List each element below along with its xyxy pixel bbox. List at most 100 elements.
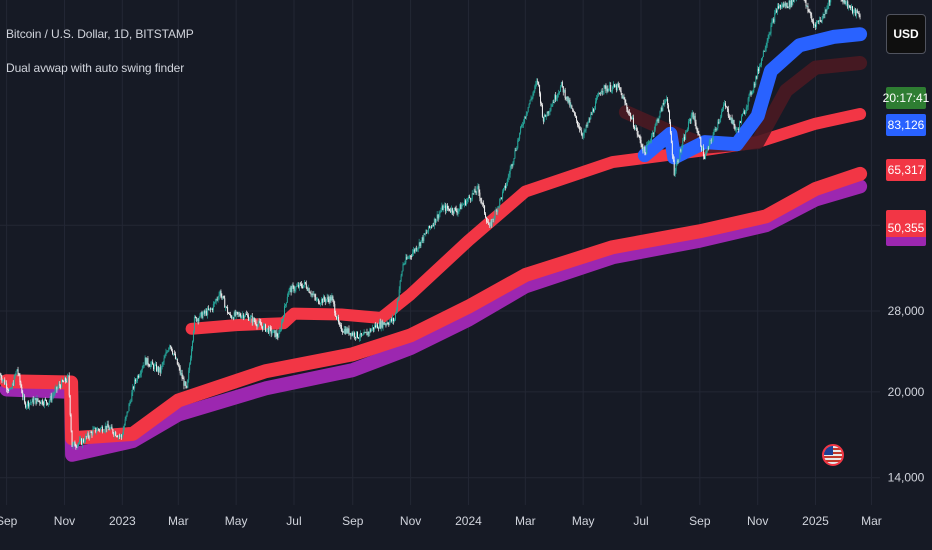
candle-body xyxy=(502,191,504,199)
candle-body xyxy=(340,325,342,331)
candle-body xyxy=(805,0,807,7)
candle-body xyxy=(153,364,155,370)
candle-body xyxy=(162,362,164,365)
candle-body xyxy=(435,219,437,223)
candle-body xyxy=(361,335,363,336)
candle-body xyxy=(196,318,198,322)
candle-body xyxy=(852,6,853,13)
candle-body xyxy=(294,289,296,291)
candle-body xyxy=(199,313,201,318)
candle-body xyxy=(390,318,392,322)
candle-body xyxy=(274,330,276,337)
candle-body xyxy=(592,109,594,115)
candle-body xyxy=(231,317,233,319)
candle-body xyxy=(376,324,378,329)
candle-body xyxy=(131,392,133,402)
candle-body xyxy=(602,91,604,93)
candle-body xyxy=(379,322,381,328)
candle-body xyxy=(82,439,83,445)
candle-body xyxy=(487,222,489,225)
candle-body xyxy=(454,208,456,209)
x-tick-label: 2023 xyxy=(109,514,136,528)
candle-body xyxy=(269,327,271,329)
candle-body xyxy=(536,80,538,84)
candle-body xyxy=(293,286,295,291)
candle-body xyxy=(761,57,763,59)
red-avwap-price-tag: 65,317 xyxy=(886,159,926,181)
candle-body xyxy=(312,293,314,295)
candle-body xyxy=(155,364,157,371)
candle-body xyxy=(96,430,98,432)
candle-body xyxy=(559,86,561,92)
candle-body xyxy=(480,198,482,201)
candle-body xyxy=(32,398,34,404)
candle-body xyxy=(45,399,47,403)
candle-body xyxy=(815,21,817,27)
candle-body xyxy=(433,218,435,226)
candle-body xyxy=(816,20,818,22)
candle-body xyxy=(498,206,500,207)
candle-body xyxy=(333,299,335,305)
candle-body xyxy=(714,128,716,130)
candle-body xyxy=(223,296,225,299)
candle-body xyxy=(330,296,332,301)
candle-body xyxy=(113,433,115,436)
candle-body xyxy=(625,102,627,105)
candle-body xyxy=(600,91,602,94)
indicator-legend[interactable]: Dual avwap with auto swing finder xyxy=(6,61,185,75)
candle-body xyxy=(257,323,259,327)
candle-body xyxy=(413,249,415,252)
candle-body xyxy=(855,10,857,16)
candle-body xyxy=(675,164,677,172)
candle-body xyxy=(849,5,851,8)
candle-body xyxy=(388,323,390,325)
candle-body xyxy=(722,108,724,112)
candle-body xyxy=(823,14,825,16)
candle-body xyxy=(387,322,389,324)
candle-body xyxy=(140,370,142,375)
candle-body xyxy=(133,386,135,389)
candle-body xyxy=(702,147,704,151)
candle-body xyxy=(758,68,760,72)
candle-body xyxy=(407,257,409,259)
candle-body xyxy=(359,333,361,338)
candle-body xyxy=(777,6,779,12)
candle-body xyxy=(456,211,458,214)
candle-body xyxy=(501,197,503,199)
candle-body xyxy=(54,389,56,394)
candle-body xyxy=(431,225,433,227)
candle-body xyxy=(634,128,636,129)
candle-body xyxy=(672,155,674,160)
candle-body xyxy=(145,357,147,365)
candle-body xyxy=(649,141,651,143)
candle-body xyxy=(629,112,631,114)
candle-body xyxy=(237,312,239,314)
currency-button[interactable]: USD xyxy=(886,14,926,54)
candle-body xyxy=(843,0,845,3)
candle-body xyxy=(825,10,827,12)
candle-body xyxy=(783,3,785,7)
us-flag-icon[interactable] xyxy=(822,444,844,466)
candle-body xyxy=(577,125,579,127)
candle-body xyxy=(107,423,109,428)
candle-body xyxy=(430,226,432,228)
candle-body xyxy=(370,329,372,332)
candle-body xyxy=(302,286,303,288)
candle-body xyxy=(59,384,61,386)
candle-body xyxy=(543,114,545,122)
candle-body xyxy=(497,206,499,213)
candle-body xyxy=(492,218,494,220)
candle-body xyxy=(303,282,305,286)
candle-body xyxy=(136,380,138,382)
candle-body xyxy=(469,197,471,200)
candle-body xyxy=(690,114,692,121)
candle-body xyxy=(748,94,750,99)
candle-body xyxy=(344,329,346,334)
candle-body xyxy=(613,84,615,87)
candle-body xyxy=(659,111,661,118)
candle-body xyxy=(627,108,629,113)
candle-body xyxy=(778,6,780,9)
candle-body xyxy=(495,210,497,212)
